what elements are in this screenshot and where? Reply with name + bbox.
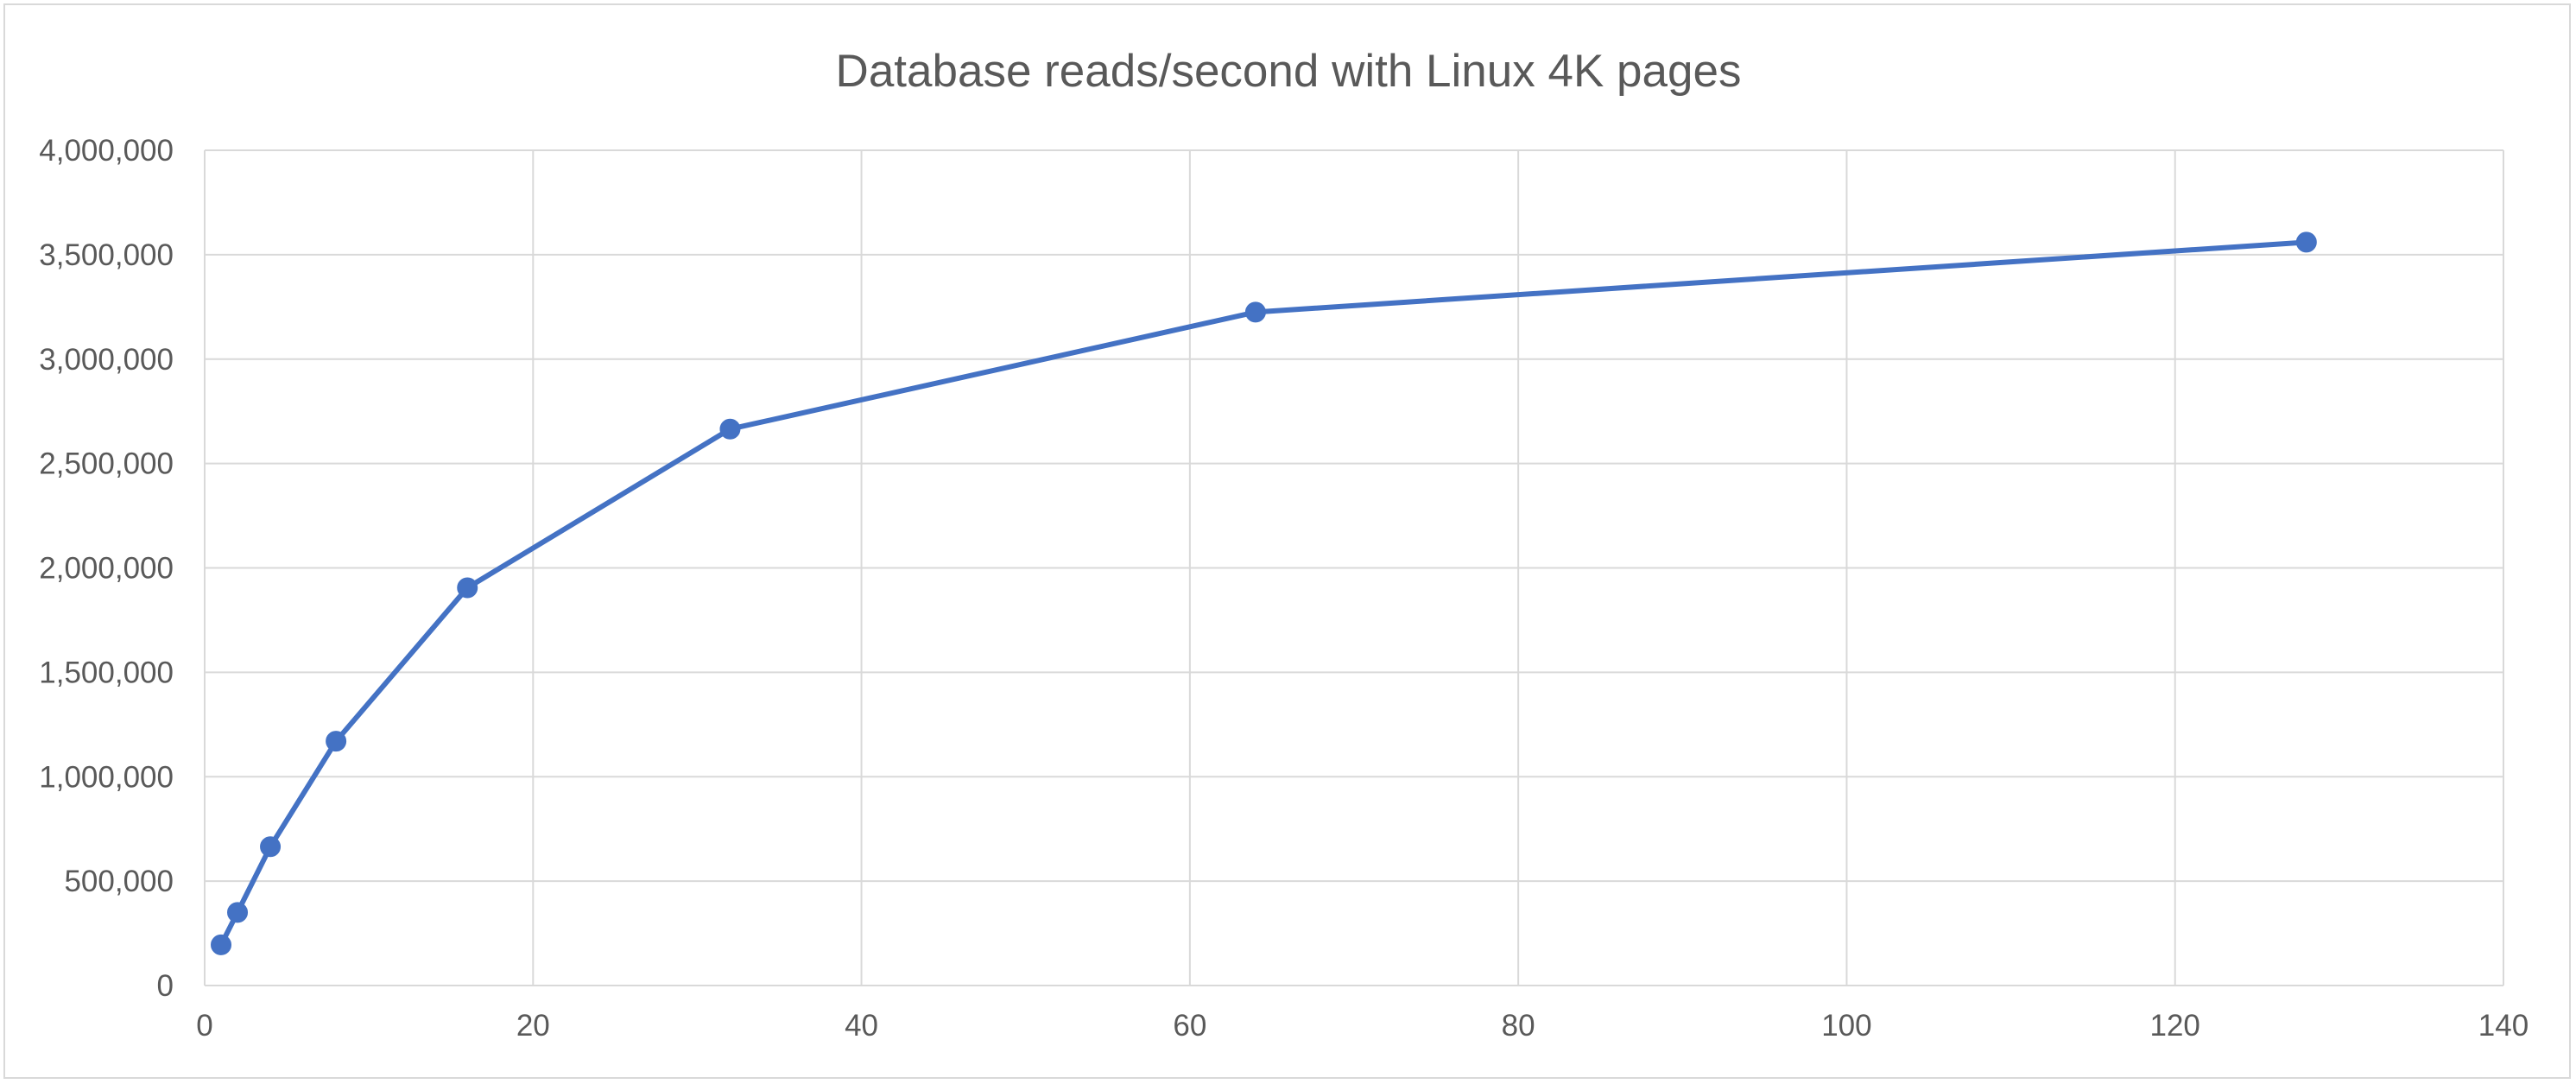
data-point xyxy=(211,934,232,955)
y-tick-label: 500,000 xyxy=(64,865,174,898)
grid-lines xyxy=(204,149,2504,986)
x-tick-label: 40 xyxy=(845,1009,878,1043)
y-tick-label: 0 xyxy=(157,969,174,1003)
x-tick-label: 20 xyxy=(516,1009,550,1043)
data-point xyxy=(457,577,478,599)
data-point xyxy=(1244,301,1266,323)
x-tick-label: 100 xyxy=(1821,1009,1871,1043)
data-point xyxy=(227,902,249,923)
y-tick-label: 4,000,000 xyxy=(39,134,174,168)
chart-svg: 0 500,000 1,000,000 1,500,000 2,000,000 2,500… xyxy=(39,46,2529,1043)
y-tick-label: 1,500,000 xyxy=(39,656,174,689)
y-tick-label: 3,500,000 xyxy=(39,238,174,272)
chart-area: 0 500,000 1,000,000 1,500,000 2,000,000 2,500… xyxy=(3,3,2571,1079)
series-layer xyxy=(211,231,2317,955)
series-line xyxy=(218,239,2309,948)
axis-tick-labels: 0 500,000 1,000,000 1,500,000 2,000,000 2,500… xyxy=(39,134,2529,1043)
x-tick-label: 140 xyxy=(2478,1009,2529,1043)
data-point xyxy=(326,731,347,752)
x-tick-label: 60 xyxy=(1173,1009,1206,1043)
data-point xyxy=(2295,231,2317,253)
y-tick-label: 3,000,000 xyxy=(39,343,174,377)
data-point xyxy=(260,836,282,858)
y-tick-label: 1,000,000 xyxy=(39,760,174,794)
chart-title: Database reads/second with Linux 4K page… xyxy=(836,46,1742,97)
x-tick-label: 80 xyxy=(1502,1009,1535,1043)
x-tick-label: 120 xyxy=(2150,1009,2200,1043)
y-tick-label: 2,500,000 xyxy=(39,447,174,481)
y-tick-label: 2,000,000 xyxy=(39,552,174,586)
x-tick-label: 0 xyxy=(196,1009,212,1043)
data-point xyxy=(719,418,741,440)
